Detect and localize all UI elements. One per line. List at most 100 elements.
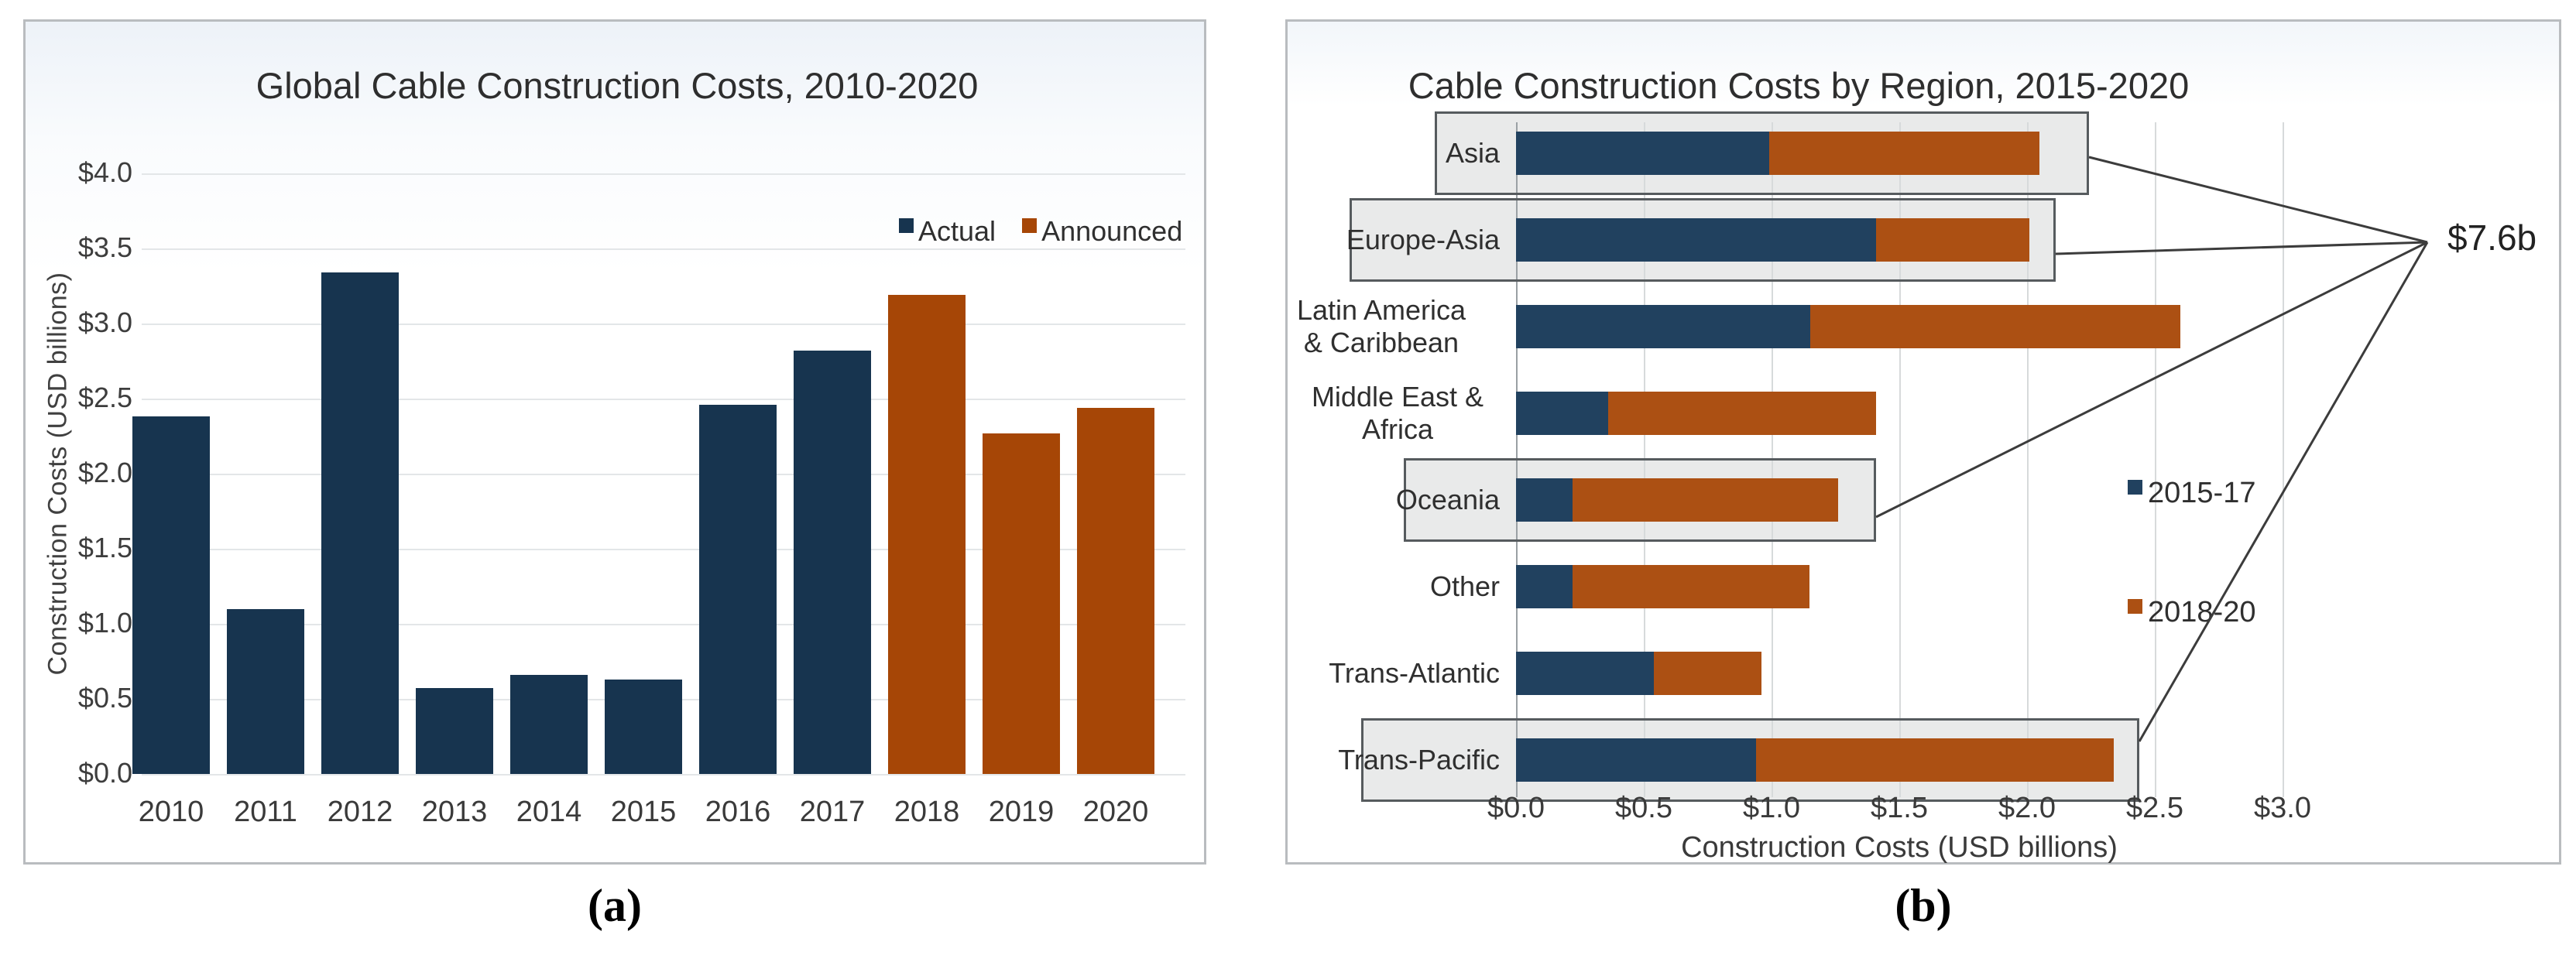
segment-2015-17 xyxy=(1516,565,1573,608)
x-tick: $0.5 xyxy=(1615,792,1672,824)
x-tick: $1.5 xyxy=(1871,792,1928,824)
chart-a-title: Global Cable Construction Costs, 2010-20… xyxy=(256,65,979,106)
legend-label: Actual xyxy=(918,215,996,247)
y-tick: $2.0 xyxy=(77,457,132,488)
region-label-trans-atlantic: Trans-Atlantic xyxy=(1329,657,1500,689)
gridline xyxy=(2283,122,2284,797)
legend-label: 2018-20 xyxy=(2148,596,2256,628)
chart-b-title: Cable Construction Costs by Region, 2015… xyxy=(1408,65,2190,106)
gridline xyxy=(142,173,1185,175)
x-tick: 2012 xyxy=(327,796,393,828)
legend-item-2015-17: 2015-17 xyxy=(2128,477,2255,510)
highlight-box-europe-asia xyxy=(1350,198,2056,282)
legend-swatch-orange xyxy=(2128,599,2142,614)
y-tick: $1.5 xyxy=(77,532,132,563)
y-tick: $4.0 xyxy=(77,156,132,188)
chart-a-legend: Actual Announced xyxy=(899,215,1182,248)
highlight-box-asia xyxy=(1435,111,2089,195)
highlight-box-trans-pacific xyxy=(1361,718,2139,802)
x-tick: 2018 xyxy=(894,796,960,828)
chart-b-x-axis-title: Construction Costs (USD billions) xyxy=(1681,831,2118,864)
y-tick: $3.0 xyxy=(77,306,132,338)
region-label-oceania: Oceania xyxy=(1395,484,1500,515)
x-tick: 2020 xyxy=(1082,796,1149,828)
x-tick: 2016 xyxy=(705,796,771,828)
segment-2018-20 xyxy=(1654,652,1761,695)
gridline xyxy=(142,324,1185,325)
bar-2016 xyxy=(699,404,777,774)
x-tick: $3.0 xyxy=(2254,792,2311,824)
bar-2019 xyxy=(983,433,1060,774)
y-tick: $0.0 xyxy=(77,757,132,789)
bar-2013 xyxy=(416,688,493,774)
gridline xyxy=(142,399,1185,400)
gridline xyxy=(142,474,1185,475)
segment-2015-17 xyxy=(1516,392,1608,435)
region-label-other: Other xyxy=(1429,570,1500,602)
segment-2015-17 xyxy=(1516,218,1877,262)
x-tick: 2014 xyxy=(516,796,582,828)
gridline-baseline xyxy=(142,774,1185,776)
x-tick: $1.0 xyxy=(1743,792,1800,824)
bar-asia xyxy=(1516,132,2040,175)
legend-item-announced: Announced xyxy=(1022,215,1182,248)
region-label-europe-asia: Europe-Asia xyxy=(1346,224,1500,255)
annotation-total-label: $7.6b xyxy=(2447,217,2537,258)
bar-2018 xyxy=(888,295,966,774)
bar-2015 xyxy=(605,679,682,774)
gridline xyxy=(2155,122,2156,797)
x-tick: 2019 xyxy=(988,796,1055,828)
bar-2014 xyxy=(510,674,588,774)
bar-2012 xyxy=(321,272,399,774)
segment-2018-20 xyxy=(1572,478,1838,522)
legend-swatch-orange xyxy=(1022,218,1038,233)
legend-swatch-blue xyxy=(899,218,914,233)
segment-2018-20 xyxy=(1572,565,1810,608)
bar-middle-east-africa xyxy=(1516,392,1877,435)
segment-2018-20 xyxy=(1876,218,2030,262)
segment-2015-17 xyxy=(1516,132,1769,175)
x-tick: 2015 xyxy=(610,796,677,828)
region-label-middle-east-africa: Middle East & Africa xyxy=(1311,381,1484,445)
bar-europe-asia xyxy=(1516,218,2030,262)
gridline xyxy=(142,549,1185,550)
bar-2017 xyxy=(794,350,871,774)
gridline xyxy=(142,624,1185,625)
legend-swatch-blue xyxy=(2128,480,2142,495)
bar-2020 xyxy=(1077,407,1154,774)
segment-2015-17 xyxy=(1516,652,1655,695)
legend-label: Announced xyxy=(1041,215,1183,247)
annotation-callout-lines xyxy=(1875,156,2429,742)
y-tick: $3.5 xyxy=(77,231,132,263)
y-tick: $0.5 xyxy=(77,682,132,714)
legend-item-actual: Actual xyxy=(899,215,996,248)
panel-regional-costs-chart: Cable Construction Costs by Region, 2015… xyxy=(1285,19,2561,865)
bar-2010 xyxy=(132,416,210,774)
legend-label: 2015-17 xyxy=(2148,477,2256,509)
highlight-box-oceania xyxy=(1404,458,1876,542)
region-label-latin-america: Latin America & Caribbean xyxy=(1296,294,1466,358)
region-label-trans-pacific: Trans-Pacific xyxy=(1338,744,1500,776)
x-tick: $2.5 xyxy=(2126,792,2183,824)
segment-2015-17 xyxy=(1516,305,1810,348)
x-tick: 2013 xyxy=(421,796,488,828)
region-label-asia: Asia xyxy=(1445,137,1500,169)
bar-trans-atlantic xyxy=(1516,652,1761,695)
bar-oceania xyxy=(1516,478,1838,522)
bar-other xyxy=(1516,565,1810,608)
panel-global-costs-chart: Global Cable Construction Costs, 2010-20… xyxy=(23,19,1206,865)
segment-2015-17 xyxy=(1516,478,1573,522)
x-tick: 2017 xyxy=(799,796,866,828)
segment-2018-20 xyxy=(1607,392,1877,435)
bar-latin-america-caribbean xyxy=(1516,305,2180,348)
x-tick: 2010 xyxy=(138,796,204,828)
gridline xyxy=(142,248,1185,250)
segment-2018-20 xyxy=(1756,738,2115,782)
x-tick: $0.0 xyxy=(1487,792,1545,824)
segment-2018-20 xyxy=(1768,132,2040,175)
segment-2018-20 xyxy=(1809,305,2180,348)
gridline xyxy=(2027,122,2029,797)
y-tick: $2.5 xyxy=(77,382,132,413)
bar-2011 xyxy=(227,608,304,774)
legend-item-2018-20: 2018-20 xyxy=(2128,596,2255,629)
